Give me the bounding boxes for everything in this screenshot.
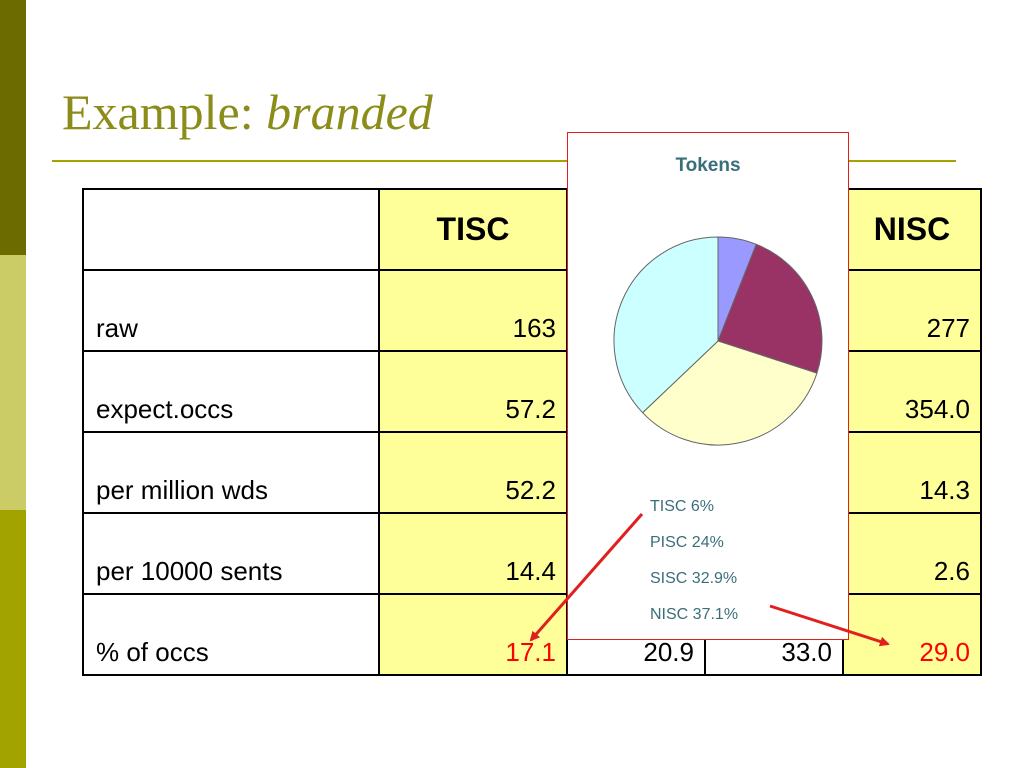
slide-title: Example: branded: [62, 82, 433, 142]
legend-item-pisc: PISC 24%: [650, 534, 724, 551]
cell-nisc: 354.0: [842, 350, 982, 433]
arrow-to-nisc: [769, 604, 890, 647]
side-bar-segment-light: [0, 255, 26, 510]
legend-item-nisc: NISC 37.1%: [650, 606, 739, 623]
title-underline: [52, 160, 956, 162]
slide-title-italic: branded: [266, 84, 433, 140]
cell-nisc: 2.6: [842, 512, 982, 595]
row-label: per 10000 sents: [82, 512, 380, 595]
header-cell-nisc: NISC: [842, 188, 982, 271]
pie-slice-pisc: [717, 243, 823, 374]
pie-slice-nisc: [613, 236, 719, 414]
side-bar-segment-mid: [0, 510, 26, 768]
cell-nisc: 277: [842, 269, 982, 352]
row-label: per million wds: [82, 431, 380, 514]
row-label: % of occs: [82, 593, 380, 676]
chart-legend: TISC 6% PISC 24% SISC 32.9% NISC 37.1%: [650, 489, 738, 633]
cell-nisc: 29.0: [842, 593, 982, 676]
pie-slice-sisc: [641, 340, 818, 446]
side-bar-segment-dark: [0, 0, 26, 255]
legend-item-tisc: TISC 6%: [650, 498, 715, 515]
cell-nisc: 14.3: [842, 431, 982, 514]
row-label: expect.occs: [82, 350, 380, 433]
pie-chart-panel: Tokens TISC 6% PISC 24% SISC 32.9% NISC …: [567, 132, 849, 640]
arrow-to-tisc: [529, 513, 644, 642]
side-decoration-bar: [0, 0, 26, 768]
cell-tisc: 57.2: [378, 350, 568, 433]
header-cell-tisc: TISC: [378, 188, 568, 271]
legend-item-sisc: SISC 32.9%: [650, 570, 738, 587]
cell-tisc: 163: [378, 269, 568, 352]
cell-tisc: 14.4: [378, 512, 568, 595]
row-label: raw: [82, 269, 380, 352]
chart-title: Tokens: [675, 155, 741, 176]
slide-title-plain: Example:: [62, 84, 267, 140]
pie-chart: [613, 236, 823, 446]
cell-tisc: 52.2: [378, 431, 568, 514]
header-cell-empty: [82, 188, 380, 271]
